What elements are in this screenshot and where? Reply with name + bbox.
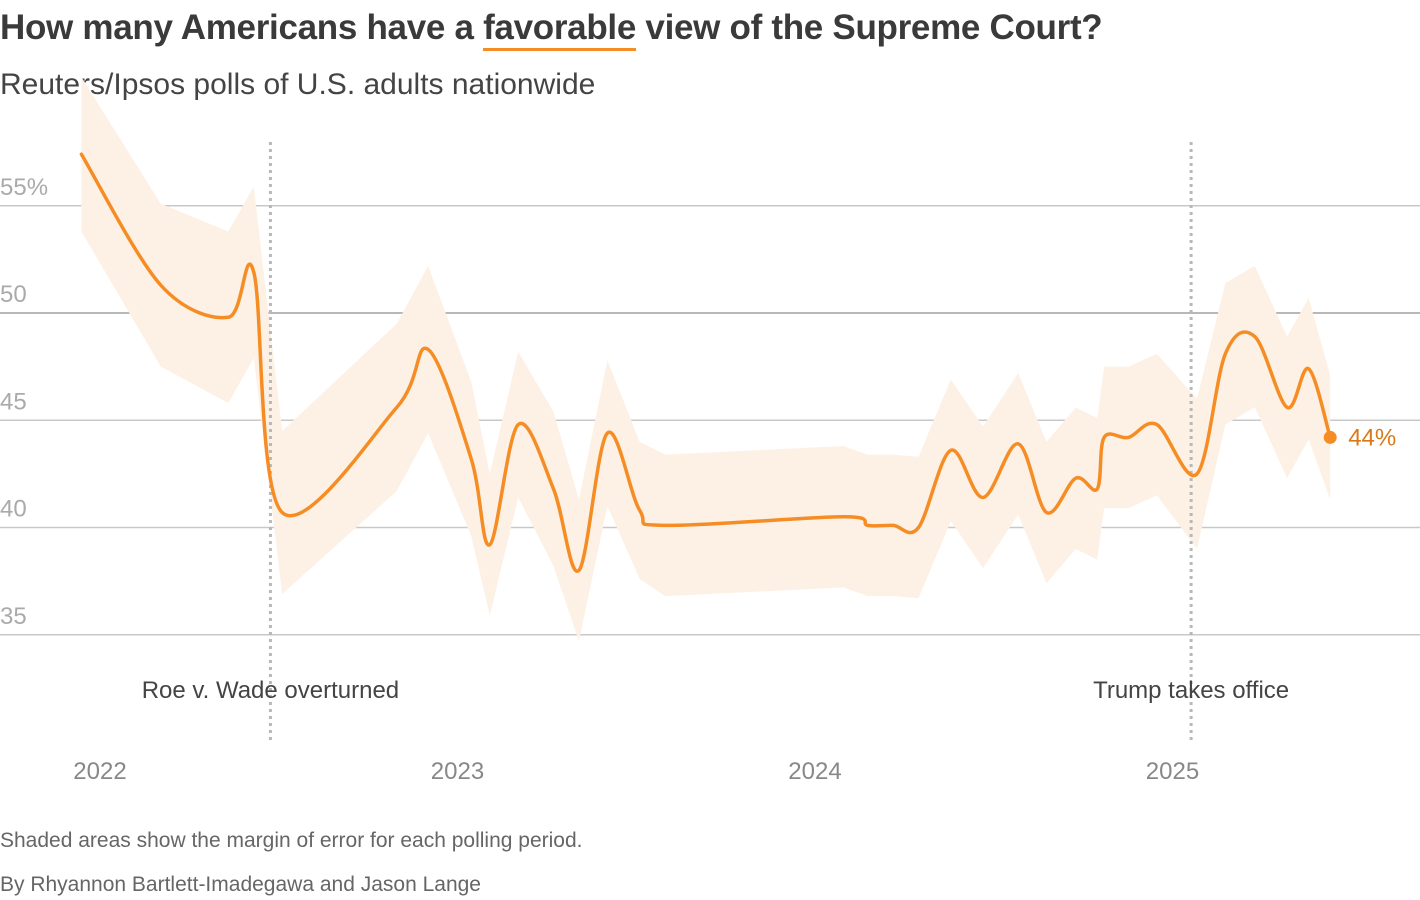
x-tick-label: 2024 — [788, 758, 841, 785]
byline: By Rhyannon Bartlett-Imadegawa and Jason… — [0, 873, 481, 896]
title-text: How many Americans have a — [0, 8, 484, 47]
end-point-marker — [1323, 430, 1337, 444]
title-text-end: view of the Supreme Court? — [635, 8, 1103, 47]
annotation-label: Trump takes office — [1093, 677, 1289, 704]
y-tick-label: 40 — [0, 496, 27, 523]
title-highlight: favorable — [483, 8, 636, 51]
y-tick-label: 55% — [0, 174, 48, 201]
x-tick-label: 2025 — [1146, 758, 1199, 785]
footnote: Shaded areas show the margin of error fo… — [0, 829, 583, 852]
y-tick-label: 50 — [0, 281, 27, 308]
x-tick-label: 2023 — [431, 758, 484, 785]
favorable-line — [79, 152, 1332, 573]
annotation-label: Roe v. Wade overturned — [142, 677, 399, 704]
chart-subtitle: Reuters/Ipsos polls of U.S. adults natio… — [0, 68, 596, 101]
chart-title: How many Americans have a favorable view… — [0, 8, 1103, 51]
end-value-label: 44% — [1348, 424, 1396, 451]
margin-of-error-band — [81, 77, 1331, 642]
y-tick-label: 45 — [0, 388, 27, 415]
y-tick-label: 35 — [0, 603, 27, 630]
x-tick-label: 2022 — [73, 758, 126, 785]
